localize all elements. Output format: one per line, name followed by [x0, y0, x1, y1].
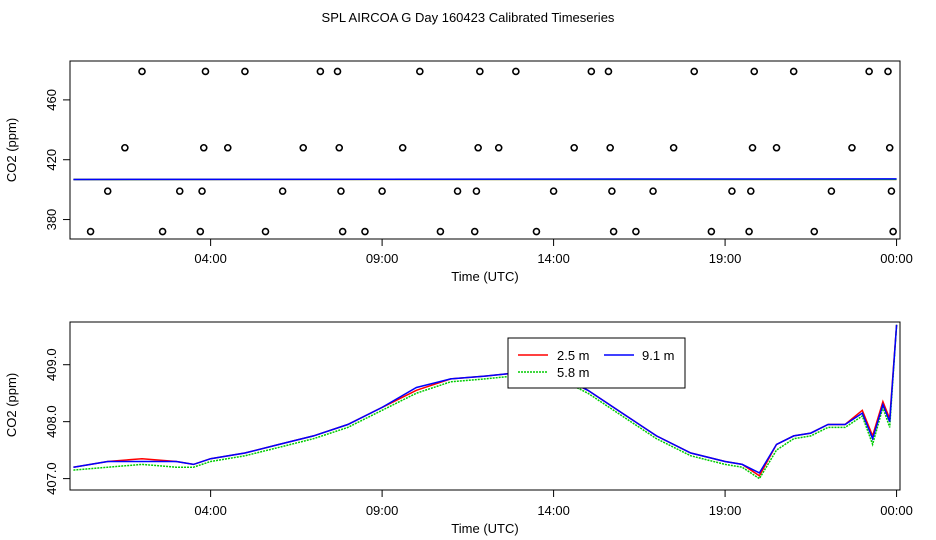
calibration-point	[121, 143, 129, 152]
calibration-point	[453, 187, 462, 195]
panel2-xtick-label: 09:00	[366, 503, 399, 518]
legend-box	[507, 337, 686, 389]
calibration-point	[436, 227, 445, 236]
series-line-5-8-m	[73, 324, 898, 480]
calibration-point	[472, 187, 481, 195]
calibration-point	[608, 187, 616, 195]
panel1-ylabel: CO2 (ppm)	[4, 118, 19, 182]
panel2-ylabel: CO2 (ppm)	[4, 373, 19, 437]
calibration-point	[261, 227, 270, 236]
calibration-point	[885, 143, 894, 152]
calibration-point	[889, 227, 897, 236]
calibration-point	[604, 67, 613, 76]
calibration-point	[416, 67, 424, 76]
panel2-xlabel: Time (UTC)	[451, 521, 518, 536]
calibration-point	[848, 143, 856, 152]
legend-label-2p5m: 2.5 m	[557, 348, 590, 363]
calibration-point	[198, 187, 206, 195]
calibration-point	[470, 227, 479, 236]
panel1-xtick-label: 00:00	[880, 251, 913, 266]
panel2-xtick-label: 00:00	[880, 503, 913, 518]
panel1-xlabel: Time (UTC)	[451, 269, 518, 284]
calibration-point	[745, 227, 753, 236]
calibration-point	[335, 143, 344, 152]
calibration-point	[223, 143, 232, 152]
calibration-point	[175, 187, 184, 195]
calibration-point	[549, 187, 558, 195]
calibration-point	[827, 187, 836, 195]
calibration-point	[512, 67, 520, 76]
panel1-series-line	[73, 178, 897, 181]
calibration-point	[241, 67, 249, 76]
calibration-point	[748, 143, 757, 152]
calibration-point	[361, 227, 369, 236]
panel1-xtick-label: 09:00	[366, 251, 399, 266]
panel1-xtick-label: 14:00	[537, 251, 570, 266]
calibration-point	[333, 67, 342, 76]
panel1-xtick-label: 04:00	[194, 251, 227, 266]
calibration-point	[669, 143, 678, 152]
series-line-2-5-m	[73, 324, 898, 477]
panel2-xtick-label: 04:00	[194, 503, 227, 518]
panel1-ytick-label: 460	[44, 89, 59, 111]
calibration-point	[86, 227, 95, 236]
calibration-point	[649, 187, 657, 195]
calibration-point	[278, 187, 287, 195]
series-line-9-1-m	[73, 324, 898, 474]
calibration-point	[201, 67, 210, 76]
calibration-point	[772, 143, 781, 152]
calibration-point	[884, 67, 892, 76]
calibration-point	[810, 227, 819, 236]
calibration-point	[103, 187, 112, 195]
panel2-ytick-label: 408.0	[44, 405, 59, 438]
calibration-point	[532, 227, 541, 236]
legend-label-5p8m: 5.8 m	[557, 365, 590, 380]
panel1-ytick-label: 420	[44, 149, 59, 171]
legend-label-9p1m: 9.1 m	[642, 348, 675, 363]
calibration-point	[606, 143, 614, 152]
calibration-point	[196, 227, 205, 236]
calibration-point	[494, 143, 503, 152]
calibration-point	[158, 227, 167, 236]
calibration-point	[199, 143, 208, 152]
panel2-xtick-label: 14:00	[537, 503, 570, 518]
calibration-point	[138, 67, 146, 76]
calibration-point	[865, 67, 873, 76]
calibration-point	[587, 67, 596, 76]
calibration-point	[338, 227, 347, 236]
calibration-point	[690, 67, 699, 76]
panel1-xtick-label: 19:00	[709, 251, 742, 266]
calibration-point	[789, 67, 798, 76]
panel2-frame	[69, 321, 901, 491]
panel2-ytick-label: 407.0	[44, 462, 59, 495]
calibration-point	[398, 143, 407, 152]
legend: 2.5 m 9.1 m 5.8 m	[507, 337, 686, 389]
calibration-point	[299, 143, 308, 152]
calibration-point	[337, 187, 345, 195]
calibration-point	[887, 187, 896, 195]
calibration-point	[632, 227, 640, 236]
calibration-point	[316, 67, 325, 76]
calibration-point	[609, 227, 618, 236]
panel1-ytick-label: 380	[44, 209, 59, 231]
calibration-point	[707, 227, 716, 236]
calibration-point	[378, 187, 386, 195]
calibration-point	[747, 187, 755, 195]
calibration-point	[570, 143, 578, 152]
panel2-xtick-label: 19:00	[709, 503, 742, 518]
co2-timeseries-panel: 04:00 09:00 14:00 19:00 00:00 407.0 408.0 409.0…	[4, 321, 913, 536]
calibration-point	[728, 187, 736, 195]
panel2-ytick-label: 409.0	[44, 348, 59, 381]
panel1-frame	[69, 60, 901, 240]
page-title: SPL AIRCOA G Day 160423 Calibrated Times…	[322, 10, 615, 25]
calibration-panel: 04:00 09:00 14:00 19:00 00:00 380 420 460 Time …	[4, 60, 913, 284]
calibration-point	[476, 67, 484, 76]
calibration-point	[474, 143, 482, 152]
calibration-point	[750, 67, 759, 76]
